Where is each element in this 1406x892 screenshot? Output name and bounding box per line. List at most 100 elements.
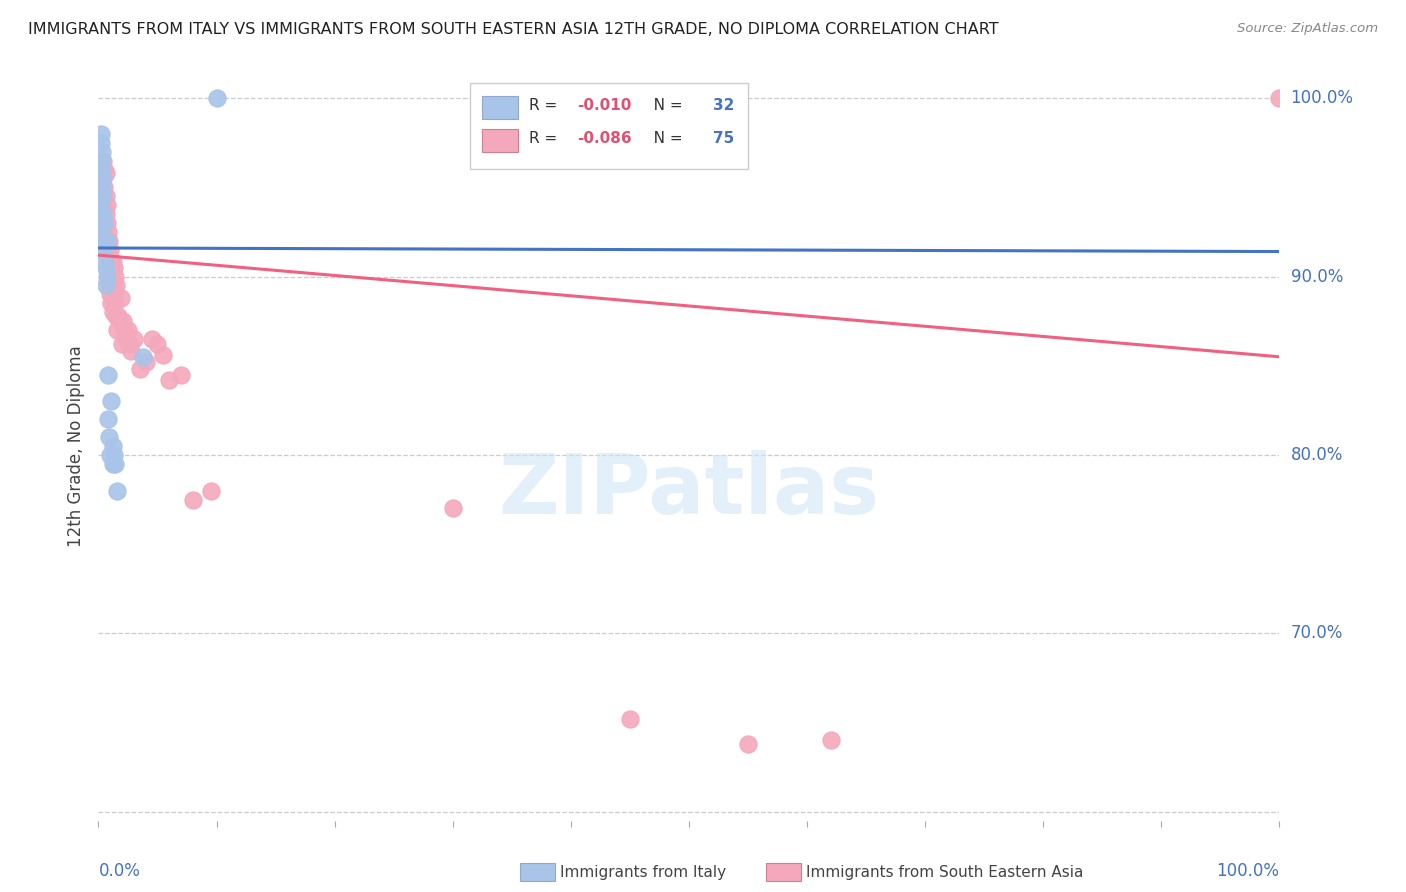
Point (93, 234, 115, 248)
Point (105, 278, 128, 293)
Point (91, 171, 114, 186)
Point (105, 483, 128, 498)
Text: -0.010: -0.010 (576, 97, 631, 112)
Point (91, 202, 114, 216)
Point (97, 248, 120, 262)
Text: 100.0%: 100.0% (1291, 89, 1354, 107)
Point (94, 166, 117, 180)
Point (101, 457, 124, 471)
Text: Immigrants from South Eastern Asia: Immigrants from South Eastern Asia (806, 865, 1083, 880)
Point (98, 260, 121, 275)
Point (96, 198, 118, 212)
Point (101, 278, 124, 293)
Point (89, 198, 111, 212)
Point (820, 733, 842, 747)
Y-axis label: 12th Grade, No Diploma: 12th Grade, No Diploma (66, 345, 84, 547)
Point (120, 337, 142, 351)
Point (117, 323, 139, 337)
Point (114, 332, 136, 346)
Text: 100.0%: 100.0% (1216, 862, 1279, 880)
Point (91, 243, 114, 257)
Point (91, 189, 114, 203)
Point (104, 269, 127, 284)
Point (96, 216, 118, 230)
Point (94, 234, 117, 248)
FancyBboxPatch shape (482, 129, 517, 152)
Point (105, 323, 128, 337)
Point (93, 202, 115, 216)
Text: -0.086: -0.086 (576, 130, 631, 145)
Point (200, 483, 222, 498)
Point (101, 439, 124, 453)
Point (105, 309, 128, 323)
Point (98, 448, 121, 462)
Point (90, 127, 112, 141)
Point (104, 457, 127, 471)
Point (93, 255, 115, 269)
Text: 75: 75 (713, 130, 734, 145)
Point (94, 278, 117, 293)
Point (93, 162, 115, 177)
Text: N =: N = (640, 97, 688, 112)
Point (141, 332, 163, 346)
Point (157, 373, 180, 387)
Point (146, 337, 169, 351)
Point (91, 145, 114, 159)
Point (97, 412, 120, 426)
Text: N =: N = (640, 130, 688, 145)
Point (98, 234, 121, 248)
Point (121, 344, 143, 359)
Text: Immigrants from Italy: Immigrants from Italy (560, 865, 725, 880)
Point (135, 355, 157, 369)
Point (90, 162, 112, 177)
Point (91, 153, 114, 168)
Point (98, 430, 121, 444)
Point (100, 296, 122, 310)
Point (94, 189, 117, 203)
Point (91, 207, 114, 221)
Point (103, 448, 125, 462)
Point (152, 348, 174, 362)
Point (101, 305, 124, 319)
Text: 0.0%: 0.0% (98, 862, 141, 880)
Point (98, 243, 121, 257)
Point (100, 269, 122, 284)
Point (93, 225, 115, 239)
Point (96, 234, 118, 248)
Point (132, 350, 155, 364)
Text: Source: ZipAtlas.com: Source: ZipAtlas.com (1237, 22, 1378, 36)
Point (100, 252, 122, 266)
Text: R =: R = (530, 130, 562, 145)
Point (90, 136, 112, 150)
Text: IMMIGRANTS FROM ITALY VS IMMIGRANTS FROM SOUTH EASTERN ASIA 12TH GRADE, NO DIPLO: IMMIGRANTS FROM ITALY VS IMMIGRANTS FROM… (28, 22, 998, 37)
Point (90, 180, 112, 194)
Point (89, 162, 111, 177)
Point (91, 219, 114, 234)
Point (98, 252, 121, 266)
Point (91, 171, 114, 186)
Point (170, 368, 193, 382)
Point (110, 291, 132, 305)
Point (441, 501, 464, 516)
Point (97, 225, 120, 239)
Point (91, 189, 114, 203)
Text: 32: 32 (713, 97, 734, 112)
Point (122, 332, 145, 346)
Point (100, 394, 122, 409)
Point (91, 153, 114, 168)
Point (89, 225, 111, 239)
Point (1268, 91, 1291, 105)
Point (93, 216, 115, 230)
Point (128, 362, 150, 376)
Point (107, 309, 129, 323)
Text: 90.0%: 90.0% (1291, 268, 1343, 285)
Point (181, 492, 204, 507)
Point (98, 278, 121, 293)
Point (94, 207, 117, 221)
FancyBboxPatch shape (471, 83, 748, 169)
Point (91, 237, 114, 252)
Point (96, 269, 118, 284)
Point (205, 91, 228, 105)
Point (97, 368, 120, 382)
Point (91, 207, 114, 221)
